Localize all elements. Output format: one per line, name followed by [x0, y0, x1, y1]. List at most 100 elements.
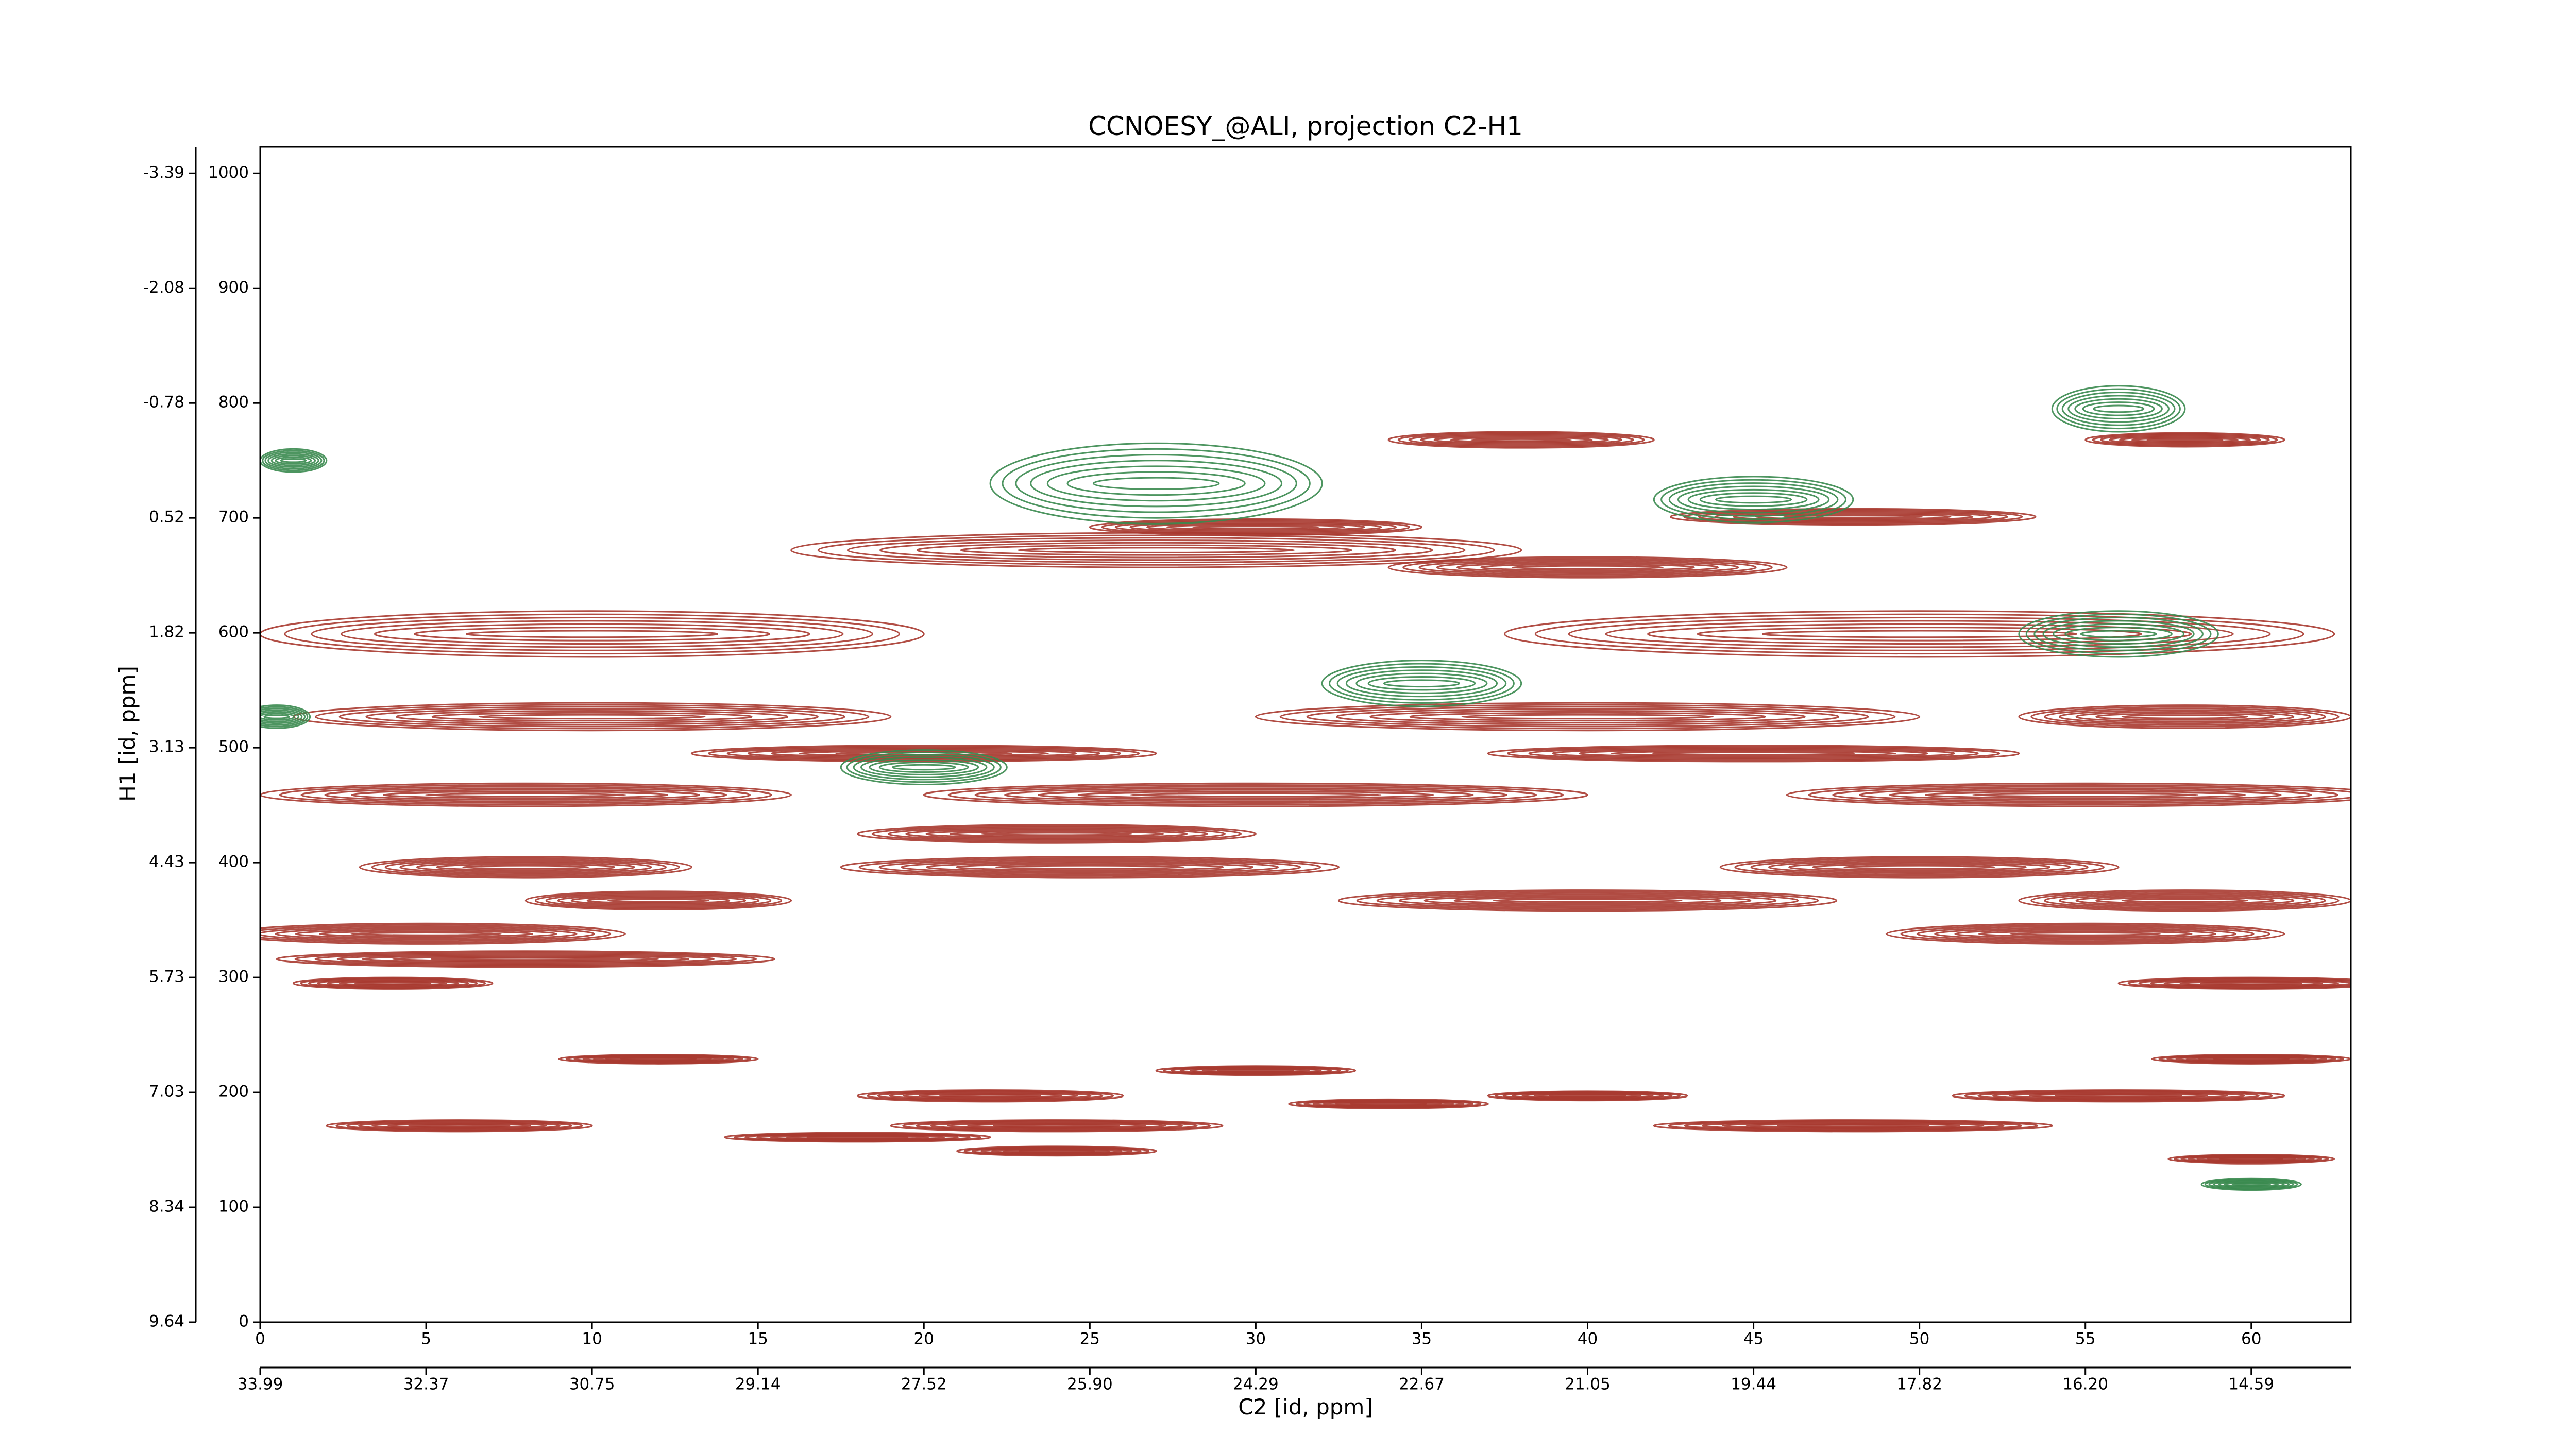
contour-line	[2109, 435, 2261, 445]
contour-line	[335, 1120, 583, 1132]
contour-line	[358, 1121, 561, 1130]
contour-line	[1952, 1089, 2285, 1103]
contour-line	[1288, 1098, 1489, 1109]
contour-line	[260, 925, 596, 942]
peak	[2018, 610, 2219, 658]
x-tick-label: 60	[2241, 1330, 2261, 1348]
contour-line	[902, 1092, 1078, 1100]
contour-line	[2200, 1177, 2302, 1191]
contour-line	[2018, 610, 2219, 658]
contour-line	[396, 710, 789, 723]
contour-line	[346, 1121, 572, 1131]
contour-line	[867, 1090, 1114, 1102]
contour-line	[431, 957, 621, 961]
contour-line	[2009, 1092, 2228, 1100]
contour-line	[890, 1119, 1224, 1133]
contour-line	[879, 539, 1433, 561]
contour-line	[371, 857, 680, 877]
contour-line	[891, 764, 956, 771]
contour-line	[2121, 898, 2249, 903]
contour-line	[1687, 488, 1820, 511]
contour-line	[2067, 395, 2170, 423]
contour-line	[351, 789, 701, 801]
x-tick-label: 50	[1909, 1330, 1929, 1348]
contour-line	[2204, 1178, 2298, 1190]
contour-line	[2117, 976, 2351, 990]
contour-line	[2179, 981, 2323, 986]
ppm-x-tick-label: 25.90	[1067, 1375, 1113, 1394]
peak	[524, 890, 792, 911]
contour-line	[1777, 1124, 1929, 1127]
y-tick-label: 1000	[208, 163, 249, 182]
contour-line	[1192, 525, 1319, 529]
contour-line	[2018, 704, 2351, 729]
contour-line	[2208, 1179, 2294, 1189]
contour-line	[1433, 435, 1609, 444]
contour-line	[300, 977, 486, 989]
contour-line	[1783, 515, 1923, 519]
contour-line	[1436, 561, 1739, 575]
peak	[1503, 610, 2335, 658]
contour-line	[2042, 620, 2195, 648]
contour-line	[960, 544, 1352, 556]
x-tick-label: 40	[1578, 1330, 1598, 1348]
contour-line	[2030, 890, 2340, 910]
contour-line	[1418, 559, 1757, 576]
contour-line	[1808, 784, 2351, 806]
peak	[1786, 782, 2351, 807]
x-tick-label: 25	[1080, 1330, 1100, 1348]
contour-line	[1652, 751, 1855, 756]
contour-line	[2055, 1094, 2182, 1098]
contour-line	[314, 952, 737, 966]
contour-line	[317, 979, 469, 988]
contour-line	[2075, 895, 2295, 906]
contour-line	[995, 865, 1185, 870]
contour-line	[1754, 514, 1952, 520]
contour-line	[1934, 927, 2237, 941]
contour-line	[939, 1094, 1041, 1098]
contour-line	[2030, 706, 2340, 728]
contour-line	[314, 704, 870, 730]
contour-line	[856, 824, 1257, 844]
x-axis-label: C2 [id, ppm]	[1238, 1394, 1372, 1420]
contour-line	[270, 454, 316, 466]
contour-line	[1786, 782, 2351, 807]
contour-line	[275, 927, 578, 941]
chart-title: CCNOESY_@ALI, projection C2-H1	[1088, 111, 1523, 141]
contour-line	[1420, 434, 1622, 445]
contour-line	[993, 1124, 1121, 1127]
contour-line	[856, 1089, 1124, 1103]
contour-line	[1843, 865, 1996, 870]
contour-line	[1004, 787, 1507, 802]
contour-line	[431, 712, 753, 722]
contour-line	[817, 534, 1495, 566]
contour-line	[371, 1122, 547, 1129]
x-tick-label: 15	[748, 1330, 768, 1348]
contour-line	[846, 751, 1002, 783]
contour-line	[1684, 1121, 2022, 1131]
contour-line	[1077, 790, 1434, 799]
contour-line	[858, 857, 1321, 877]
contour-line	[1605, 620, 2234, 648]
contour-line	[1321, 660, 1522, 707]
contour-line	[399, 861, 652, 874]
peak	[856, 824, 1257, 844]
contour-line	[980, 832, 1133, 836]
contour-line	[260, 706, 309, 728]
contour-line	[1306, 706, 1869, 728]
peak	[326, 1119, 593, 1133]
contour-line	[1402, 558, 1773, 577]
x-tick-label: 10	[582, 1330, 602, 1348]
x-tick-label: 0	[255, 1330, 265, 1348]
ppm-y-tick-label: -0.78	[143, 393, 184, 412]
contour-line	[1336, 666, 1507, 701]
contour-line	[2025, 613, 2212, 655]
peak	[856, 1089, 1124, 1103]
contour-line	[1369, 710, 1806, 723]
contour-line	[974, 786, 1537, 804]
contour-line	[2213, 1180, 2290, 1189]
contour-line	[1568, 617, 2271, 651]
contour-line	[1812, 863, 2027, 871]
contour-line	[260, 709, 303, 724]
